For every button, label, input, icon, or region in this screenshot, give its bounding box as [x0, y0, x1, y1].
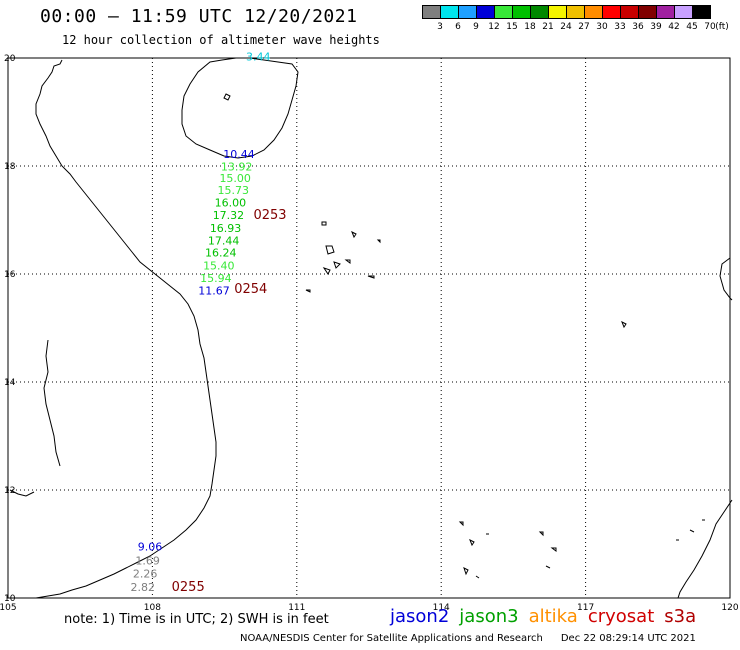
coastline — [9, 57, 733, 599]
lat-tick-label: 16 — [4, 270, 16, 280]
wave-height-value: 10.44 — [223, 148, 255, 161]
lat-tick-label: 12 — [4, 486, 15, 496]
wave-height-value: 1.69 — [135, 555, 160, 568]
wave-height-value: 16.00 — [215, 197, 247, 210]
wave-height-value: 15.73 — [218, 184, 250, 197]
spratly-islands — [458, 320, 705, 579]
coastline-hainan — [181, 57, 299, 159]
pass-time-value: 0255 — [172, 580, 205, 595]
lon-tick-label: 114 — [433, 603, 450, 613]
satellite-name: s3a — [664, 606, 697, 627]
legend-label: 27 — [578, 22, 590, 32]
satellite-name: jason2 — [390, 606, 450, 627]
legend-label: 70 — [704, 22, 716, 32]
coastline-gulf-thailand — [43, 339, 61, 467]
satellite-name: altika — [528, 606, 578, 627]
coastline-gulf-islet — [223, 93, 231, 101]
satellite-legend: jason2 jason3 altika cryosat s3a — [390, 606, 706, 627]
color-legend: 3 6 9 12 15 18 21 24 27 30 33 36 39 42 45 70 (ft) — [422, 5, 730, 35]
paracel-islands — [305, 221, 381, 293]
coastline-vietnam — [35, 59, 217, 599]
lon-tick-label: 105 — [0, 603, 17, 613]
legend-label: 6 — [455, 22, 461, 32]
lat-tick-label: 14 — [4, 378, 16, 388]
legend-label: 9 — [473, 22, 479, 32]
wave-height-value: 2.82 — [131, 581, 156, 594]
pass-time-value: 0253 — [253, 208, 286, 223]
lon-tick-label: 111 — [288, 603, 305, 613]
credit-text: NOAA/NESDIS Center for Satellite Applica… — [240, 633, 543, 644]
wave-height-value: 17.44 — [208, 234, 240, 247]
legend-label: 21 — [542, 22, 554, 32]
wave-height-value: 16.93 — [210, 222, 242, 235]
footer-credit: NOAA/NESDIS Center for Satellite Applica… — [240, 633, 696, 644]
legend-label: 39 — [650, 22, 662, 32]
lon-tick-label: 120 — [721, 603, 738, 613]
wave-height-value: 16.24 — [205, 247, 237, 260]
wave-height-value: 13.92 — [221, 160, 253, 173]
legend-label: 18 — [524, 22, 536, 32]
footer-note: note: 1) Time is in UTC; 2) SWH is in fe… — [64, 612, 329, 627]
lat-tick-label: 10 — [4, 594, 16, 604]
wave-height-value: 11.67 — [198, 285, 230, 298]
legend-label: 30 — [596, 22, 608, 32]
wave-height-value: 15.40 — [203, 260, 235, 273]
legend-unit: (ft) — [715, 22, 729, 32]
satellite-name: jason3 — [459, 606, 519, 627]
wave-height-value: 2.26 — [133, 567, 158, 580]
legend-label: 45 — [686, 22, 698, 32]
wave-height-labels: 3.4410.4413.9215.0015.7316.0017.3216.931… — [131, 51, 271, 594]
wave-height-value: 9.06 — [138, 540, 163, 553]
map-frame — [7, 57, 731, 599]
axis-tick-labels: 105 108 111 114 117 120 20 18 16 14 12 10 — [0, 54, 739, 613]
map-title: 00:00 – 11:59 UTC 12/20/2021 — [40, 6, 358, 27]
wave-height-value: 17.32 — [213, 209, 245, 222]
coastline-philippines — [719, 257, 733, 301]
wave-height-value: 15.00 — [219, 172, 251, 185]
graticule — [7, 57, 731, 599]
wave-height-value: 15.94 — [200, 272, 232, 285]
legend-label: 3 — [437, 22, 443, 32]
legend-label: 33 — [614, 22, 626, 32]
wave-height-value: 3.44 — [246, 51, 271, 64]
pass-time-value: 0254 — [234, 282, 267, 297]
lat-tick-label: 20 — [4, 54, 16, 64]
lat-tick-label: 18 — [4, 162, 16, 172]
legend-label: 42 — [668, 22, 680, 32]
pass-time-labels: 0253 0254 0255 — [172, 208, 287, 595]
coastline-southwest — [9, 489, 35, 497]
satellite-name: cryosat — [587, 606, 655, 627]
lon-tick-label: 108 — [144, 603, 161, 613]
legend-label: 12 — [488, 22, 500, 32]
legend-label: 15 — [506, 22, 518, 32]
legend-label: 24 — [560, 22, 572, 32]
generated-timestamp: Dec 22 08:29:14 UTC 2021 — [560, 633, 696, 644]
lon-tick-label: 117 — [577, 603, 594, 613]
legend-swatch — [692, 5, 711, 19]
map-subtitle: 12 hour collection of altimeter wave hei… — [62, 33, 380, 47]
coastline-palawan — [677, 499, 733, 599]
legend-label: 36 — [632, 22, 644, 32]
